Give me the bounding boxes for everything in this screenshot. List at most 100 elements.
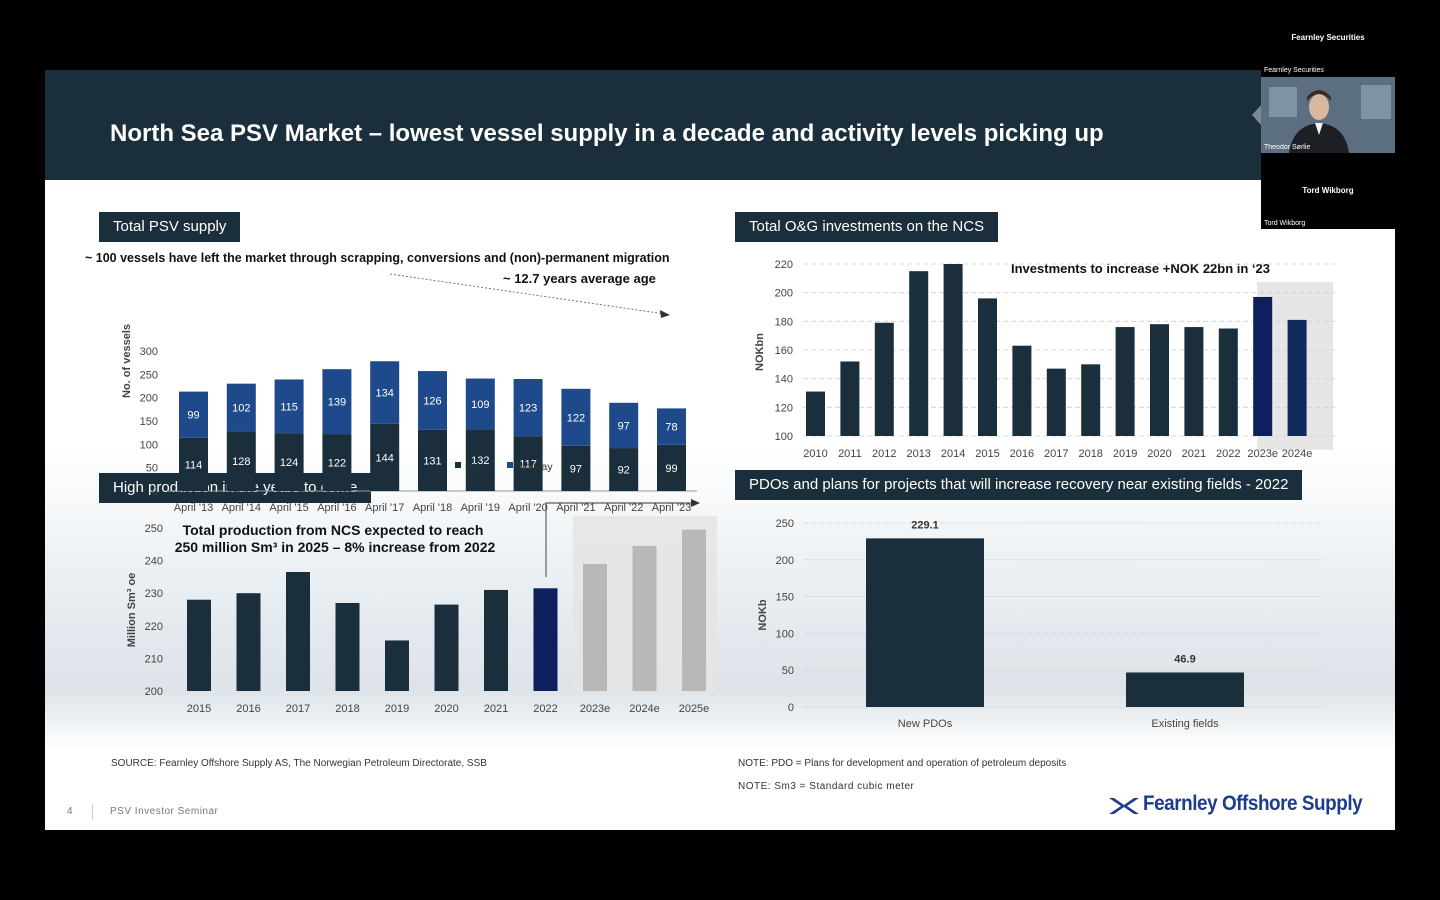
data-label: 229.1 [911,519,939,531]
bar-norway [609,402,639,449]
bar-production [385,640,409,691]
y-tick-label: 150 [776,592,794,604]
production-forecast-arrow [545,502,695,577]
data-label-norway: 122 [567,412,585,424]
bar-uk [465,429,495,491]
psv-ylabel: No. of vessels [121,324,133,398]
video-tile-fearnley-securities[interactable]: Fearnley Securities Fearnley Securities [1261,0,1395,76]
bar-uk [322,434,352,491]
y-tick-label: 100 [775,431,793,443]
bar-norway [179,391,208,438]
psv-trend-arrowhead [660,310,670,318]
bar-uk [657,444,686,491]
bar-investment [874,322,894,436]
bar-investment [1218,328,1238,436]
production-chart: Total production from NCS expected to re… [126,499,717,715]
production-annotation-line1: Total production from NCS expected to re… [183,522,484,538]
y-tick-label: 250 [776,518,794,530]
pdo-chart: NOKb 0 50 100 150 200 250 229.1 New PDOs 46.9 Ex… [757,518,1325,730]
section-tag-pdos: PDOs and plans for projects that will in… [735,470,1303,500]
x-tick-label: 2024e [1282,448,1313,460]
x-tick-label: 2018 [1078,448,1102,460]
production-annotation-line2: 250 million Sm³ in 2025 – 8% increase fr… [175,539,496,555]
bar-production [187,599,211,691]
x-tick-label: April '21 [556,502,595,514]
y-tick-label: 120 [775,402,793,414]
x-tick-label: 2023e [1247,448,1278,460]
data-label-norway: 102 [232,402,250,414]
y-tick-label: 200 [140,393,158,405]
y-tick-label: 230 [145,588,163,600]
section-tag-psv-supply: Total PSV supply [99,212,241,242]
x-tick-label: 2015 [187,703,211,715]
data-label-uk: 124 [280,457,298,469]
data-label-norway: 99 [187,410,199,422]
data-label-uk: 117 [519,459,537,471]
bar-investment [1287,319,1307,436]
bar-uk [609,448,639,491]
x-tick-label: 2016 [236,703,260,715]
x-tick-label: 2021 [484,703,508,715]
bar-production [632,545,657,691]
bar-investment [1012,345,1032,436]
bar-production [236,593,261,691]
page-number: 4 [67,806,73,817]
x-tick-label: 2014 [941,448,965,460]
bar-production [335,602,360,691]
data-label-uk: 92 [618,465,630,477]
production-y-axis: 200 210 220 230 240 250 [145,523,163,698]
bar-investment [978,298,997,436]
production-ylabel: Million Sm³ oe [126,573,138,648]
bar-norway [513,379,543,437]
bar-uk [179,437,208,491]
bar-uk [418,429,447,491]
bar-uk [370,423,400,491]
logo-text: Fearnley Offshore Supply [1143,792,1363,815]
bar-uk [513,436,543,491]
note-pdo: NOTE: PDO = Plans for development and op… [738,758,1067,769]
y-tick-label: 220 [145,621,163,633]
bar-norway [226,383,256,432]
x-tick-label: 2020 [1147,448,1171,460]
slide-prev-arrow-icon[interactable] [1250,100,1264,150]
x-tick-label: April '20 [508,502,547,514]
bar-investment [1150,324,1169,436]
bar-investment [943,264,963,436]
production-bars: 2015 2016 2017 2018 2019 2020 2021 2022 2023e 202… [187,529,709,715]
video-tile-name: Fearnley Securities [1264,67,1324,74]
bar-investment [909,271,929,436]
x-tick-label: 2019 [1113,448,1137,460]
bar-investment [806,391,825,436]
y-tick-label: 200 [775,288,793,300]
data-label-uk: 97 [570,463,582,475]
video-tile-theodor[interactable]: Theodor Sørlie [1261,77,1395,153]
data-label-uk: 114 [185,459,203,471]
x-tick-label: April '17 [365,502,404,514]
video-tile-tord[interactable]: Tord Wikborg Tord Wikborg [1261,153,1395,229]
x-tick-label: April '19 [461,502,500,514]
x-tick-label: 2019 [385,703,409,715]
fearnley-logo-mark-icon [1109,798,1139,814]
data-label: 46.9 [1174,653,1195,665]
x-tick-label: April '13 [174,502,213,514]
y-tick-label: 140 [775,374,793,386]
y-tick-label: 200 [145,686,163,698]
data-label-uk: 99 [665,463,677,475]
bar-uk [226,431,256,491]
bar-production [533,588,558,691]
data-label-uk: 131 [423,455,441,467]
y-tick-label: 250 [140,369,158,381]
pdo-y-axis: 0 50 100 150 200 250 [776,518,1325,714]
investments-chart: Investments to increase +NOK 22bn in ‘23… [754,259,1335,460]
legend-uk-swatch [455,462,461,468]
bar-norway [465,378,495,430]
investments-bars: 2010 2011 2012 2013 2014 2015 2016 2017 2018 2019… [803,264,1312,460]
y-tick-label: 0 [788,702,794,714]
y-tick-label: 300 [140,346,158,358]
y-tick-label: 180 [775,316,793,328]
data-label-uk: 144 [376,452,394,464]
video-call-panel: Fearnley Securities Fearnley Securities … [1261,0,1395,229]
legend-uk-label: UK [465,461,480,473]
x-tick-label: 2017 [1044,448,1068,460]
